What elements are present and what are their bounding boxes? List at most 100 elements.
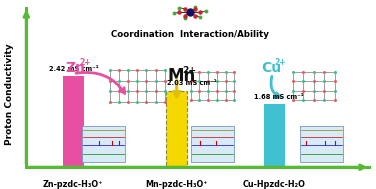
Bar [0, 185, 376, 188]
Ellipse shape [124, 161, 162, 169]
Bar [82, 126, 125, 162]
Text: Zn-pzdc-H₃O⁺: Zn-pzdc-H₃O⁺ [43, 180, 103, 189]
Bar [0, 185, 376, 187]
Bar [0, 186, 376, 188]
Ellipse shape [297, 154, 342, 164]
Bar [0, 185, 376, 187]
Text: 2.42 mS cm⁻¹: 2.42 mS cm⁻¹ [49, 66, 99, 72]
Bar [0, 186, 376, 188]
Bar [0, 185, 376, 187]
Bar [0, 185, 376, 187]
Bar [0, 185, 376, 188]
Bar [0, 184, 376, 187]
Bar [0, 185, 376, 188]
Bar [0, 185, 376, 187]
Bar [0, 167, 376, 189]
Text: 1.68 mS cm⁻¹: 1.68 mS cm⁻¹ [254, 94, 303, 100]
Bar [0, 186, 376, 188]
Bar [191, 126, 234, 162]
Text: Mn-pzdc-H₃O⁺: Mn-pzdc-H₃O⁺ [146, 180, 208, 189]
Bar [0, 187, 376, 189]
Bar [0, 185, 376, 187]
Bar [0, 187, 376, 189]
Ellipse shape [90, 153, 135, 164]
Bar [0, 186, 376, 188]
Bar [0, 184, 376, 187]
Bar [0, 185, 376, 188]
Bar [0, 186, 376, 188]
Bar [0, 186, 376, 189]
FancyArrowPatch shape [271, 76, 280, 98]
Ellipse shape [335, 161, 372, 169]
Bar [0, 186, 376, 188]
Bar [0, 187, 376, 189]
Bar [0, 187, 376, 189]
Bar [0, 185, 376, 187]
Bar [0, 186, 376, 189]
Ellipse shape [64, 155, 102, 164]
Bar [0, 185, 376, 187]
Bar [0, 186, 376, 188]
Bar [0, 185, 376, 187]
Ellipse shape [331, 156, 368, 165]
Bar [0, 185, 376, 187]
Bar [0, 184, 376, 187]
Bar [0, 185, 376, 187]
Bar [0, 186, 376, 188]
Bar [0, 186, 376, 188]
Bar [0, 185, 376, 187]
Ellipse shape [244, 158, 297, 169]
Text: Zn: Zn [66, 61, 86, 75]
Text: Cu: Cu [261, 61, 282, 75]
Bar [300, 126, 343, 162]
Bar [0, 185, 376, 187]
Text: Coordination  Interaction/Ability: Coordination Interaction/Ability [111, 29, 269, 39]
Bar [0, 186, 376, 189]
Bar [0, 184, 376, 187]
Bar [0, 186, 376, 188]
Bar [0, 186, 376, 189]
Bar [0, 186, 376, 188]
Bar [0, 185, 376, 187]
Bar [264, 104, 285, 167]
Bar [0, 185, 376, 187]
Ellipse shape [150, 152, 211, 164]
Bar [0, 185, 376, 187]
Bar [0, 185, 376, 187]
Bar [0, 186, 376, 188]
Bar [0, 186, 376, 188]
Bar [0, 184, 376, 187]
Text: Cu-Hpzdc-H₂O: Cu-Hpzdc-H₂O [243, 180, 306, 189]
Bar [0, 185, 376, 187]
Ellipse shape [49, 160, 86, 169]
Bar [0, 186, 376, 189]
Ellipse shape [23, 152, 75, 164]
Bar [0, 185, 376, 188]
Bar [0, 187, 376, 189]
Bar [0, 186, 376, 188]
Bar [0, 186, 376, 189]
Bar [0, 186, 376, 189]
Text: 2+: 2+ [79, 58, 91, 67]
Ellipse shape [233, 154, 271, 163]
Bar [0, 186, 376, 188]
Bar [0, 185, 376, 188]
Bar [0, 186, 376, 189]
Bar [0, 186, 376, 188]
Text: Mn: Mn [167, 67, 196, 85]
Bar [0, 187, 376, 189]
Bar [0, 186, 376, 188]
Text: Proton Conductivity: Proton Conductivity [5, 44, 14, 145]
Ellipse shape [8, 159, 53, 168]
Text: 2.03 mS cm⁻¹: 2.03 mS cm⁻¹ [167, 80, 217, 86]
Bar [0, 185, 376, 187]
Ellipse shape [158, 159, 218, 169]
Bar [166, 91, 187, 167]
Bar [0, 185, 376, 188]
Text: 2+: 2+ [274, 58, 286, 67]
FancyArrowPatch shape [76, 72, 125, 93]
Bar [0, 185, 376, 187]
Ellipse shape [214, 160, 259, 169]
Bar [0, 184, 376, 187]
Ellipse shape [290, 160, 335, 169]
